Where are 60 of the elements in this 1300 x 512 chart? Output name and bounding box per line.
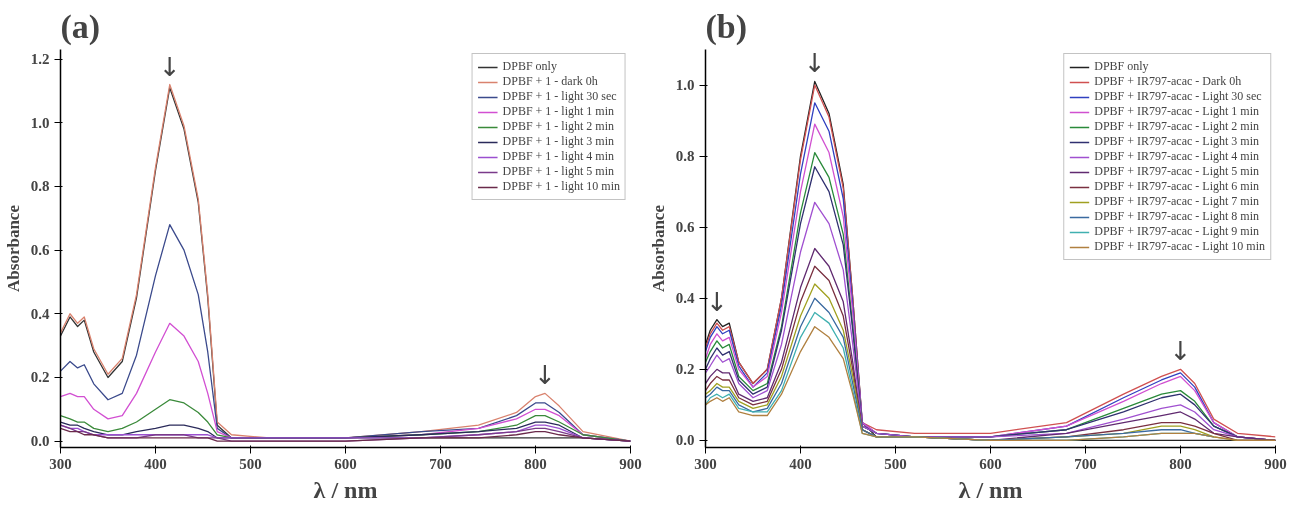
x-tick-label: 700 (429, 455, 452, 472)
legend-label: DPBF + IR797-acac - Light 30 sec (1094, 89, 1262, 104)
legend-label: DPBF + 1 - light 5 min (502, 164, 614, 179)
x-tick-label: 400 (789, 455, 812, 472)
legend-label: DPBF + 1 - light 4 min (502, 149, 614, 164)
legend-label: DPBF only (502, 59, 557, 74)
legend-label: DPBF + IR797-acac - Light 1 min (1094, 104, 1259, 119)
legend-label: DPBF + IR797-acac - Light 2 min (1094, 119, 1259, 134)
x-tick-label: 700 (1074, 455, 1097, 472)
annotation: ↓ (1169, 336, 1192, 367)
x-tick-label: 800 (524, 455, 547, 472)
y-axis-title: Absorbance (648, 204, 668, 292)
legend-label: DPBF + IR797-acac - Light 3 min (1094, 134, 1259, 149)
y-tick-label: 1.2 (30, 51, 50, 68)
x-tick-label: 800 (1169, 455, 1192, 472)
y-tick-label: 0.4 (675, 290, 695, 307)
legend-label: DPBF + 1 - light 2 min (502, 119, 614, 134)
x-tick-label: 300 (694, 455, 717, 472)
y-tick-label: 0.0 (30, 433, 50, 450)
legend-label: DPBF only (1094, 59, 1149, 74)
legend-label: DPBF + IR797-acac - Light 10 min (1094, 239, 1265, 254)
annotation: ↓ (534, 360, 556, 391)
y-tick-label: 0.6 (30, 242, 50, 259)
legend-label: DPBF + 1 - light 3 min (502, 134, 614, 149)
x-tick-label: 500 (884, 455, 907, 472)
annotation: ↓ (803, 48, 826, 79)
annotation: ↓ (706, 286, 728, 317)
chart-title: (b) (705, 7, 748, 46)
legend-label: DPBF + IR797-acac - Light 6 min (1094, 179, 1259, 194)
legend-label: DPBF + 1 - light 1 min (502, 104, 614, 119)
y-tick-label: 0.8 (675, 148, 695, 165)
y-tick-label: 0.0 (675, 432, 695, 449)
legend-label: DPBF + IR797-acac - Light 5 min (1094, 164, 1259, 179)
x-tick-label: 900 (619, 455, 642, 472)
y-tick-label: 0.4 (30, 305, 50, 322)
x-tick-label: 400 (144, 455, 167, 472)
y-tick-label: 0.6 (675, 219, 695, 236)
legend-label: DPBF + IR797-acac - Dark 0h (1094, 74, 1242, 89)
y-axis-title: Absorbance (3, 204, 23, 292)
legend-label: DPBF + 1 - light 30 sec (502, 89, 617, 104)
x-tick-label: 300 (49, 455, 72, 472)
x-axis-title: λ / nm (958, 476, 1023, 503)
x-tick-label: 500 (239, 455, 262, 472)
y-tick-label: 1.0 (30, 114, 50, 131)
legend-label: DPBF + 1 - light 10 min (502, 179, 620, 194)
x-tick-label: 600 (979, 455, 1002, 472)
y-tick-label: 1.0 (675, 77, 695, 94)
annotation: ↓ (158, 51, 181, 82)
chart-title: (a) (60, 7, 101, 46)
legend-label: DPBF + 1 - dark 0h (502, 74, 598, 89)
y-tick-label: 0.2 (30, 369, 50, 386)
legend-label: DPBF + IR797-acac - Light 7 min (1094, 194, 1259, 209)
x-tick-label: 600 (334, 455, 357, 472)
legend-label: DPBF + IR797-acac - Light 4 min (1094, 149, 1259, 164)
x-axis-title: λ / nm (313, 476, 378, 503)
y-tick-label: 0.2 (675, 361, 695, 378)
x-tick-label: 900 (1264, 455, 1287, 472)
y-tick-label: 0.8 (30, 178, 50, 195)
legend-label: DPBF + IR797-acac - Light 9 min (1094, 224, 1259, 239)
legend-label: DPBF + IR797-acac - Light 8 min (1094, 209, 1259, 224)
